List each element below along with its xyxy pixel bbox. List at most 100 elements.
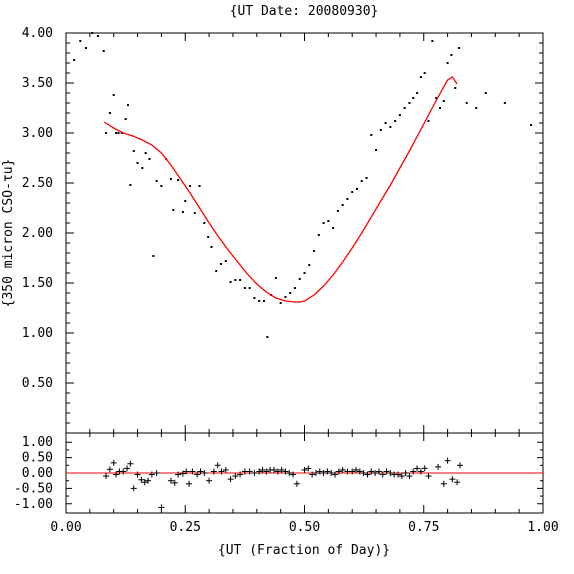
x-tick-label: 0.25 [170, 520, 201, 535]
residual-point [421, 465, 428, 472]
data-point [234, 279, 237, 281]
data-point [475, 107, 478, 109]
residual-point [349, 468, 356, 475]
y-tick-label: 0.50 [22, 451, 53, 466]
residual-point [402, 470, 409, 476]
residual-point [278, 466, 285, 473]
data-point [124, 118, 127, 120]
residual-point [356, 468, 363, 475]
residual-point [383, 468, 390, 475]
residual-point [440, 480, 447, 487]
data-point [215, 270, 218, 272]
data-point [73, 59, 76, 61]
data-point [503, 102, 506, 104]
data-point [298, 278, 301, 280]
residual-point [274, 468, 281, 475]
data-point [108, 112, 111, 114]
residual-point [171, 479, 178, 486]
data-point [243, 287, 246, 289]
data-point [258, 300, 261, 302]
data-point [102, 50, 105, 52]
data-point [177, 179, 180, 181]
data-point [431, 40, 434, 42]
y-axis-label: {350 micron CSO-τu} [1, 159, 16, 308]
data-point [351, 191, 354, 193]
data-point [160, 185, 163, 187]
data-point [370, 134, 373, 136]
residual-point [256, 468, 263, 475]
residual-point [286, 470, 293, 476]
data-point [220, 263, 223, 265]
data-point [132, 150, 135, 152]
data-point [427, 120, 430, 122]
x-tick-label: 1.00 [527, 520, 558, 535]
y-tick-label: 0.00 [22, 466, 53, 481]
data-point [458, 47, 461, 49]
data-point [127, 104, 130, 106]
data-point [155, 180, 158, 182]
data-point [248, 287, 251, 289]
residual-point [113, 471, 120, 478]
residual-point [394, 471, 401, 478]
data-point [375, 149, 378, 151]
residual-point [134, 471, 141, 478]
residual-point [457, 462, 464, 469]
residual-point [335, 468, 342, 475]
data-point [346, 198, 349, 200]
residual-point [179, 470, 186, 477]
data-point [198, 185, 201, 187]
residual-point [328, 470, 335, 476]
residual-point [332, 471, 339, 478]
residual-point [175, 471, 182, 478]
residual-point [364, 471, 371, 478]
residual-point [218, 468, 225, 475]
residual-point [158, 504, 165, 511]
residual-point [194, 471, 201, 478]
residual-plot-panel: 0.00 0.25 0.50 0.75 1.00-1.00-0.500.000.501.… [14, 33, 559, 535]
residual-point [222, 466, 229, 473]
residual-point [372, 470, 379, 476]
residual-point [454, 479, 461, 486]
data-point [239, 279, 242, 281]
data-point [435, 97, 438, 99]
residual-point [153, 470, 160, 476]
data-point [279, 302, 282, 304]
data-point [117, 132, 120, 134]
main-plot-frame [65, 32, 544, 434]
residual-point [206, 477, 213, 484]
residual-point [186, 480, 193, 487]
data-point [530, 124, 533, 126]
data-point [91, 32, 94, 34]
y-tick-label: -0.50 [14, 481, 53, 496]
residual-point [214, 462, 221, 469]
residual-point [316, 468, 323, 475]
residual-point [417, 468, 424, 475]
data-point [454, 87, 457, 89]
residual-point [414, 465, 421, 472]
residual-point [183, 468, 190, 475]
data-point [136, 162, 139, 164]
main-plot-panel: 0.501.001.502.002.503.003.504.00 [22, 26, 544, 513]
data-point [341, 204, 344, 206]
residual-point [232, 473, 239, 480]
data-point [308, 264, 311, 266]
data-point [327, 220, 330, 222]
data-point [85, 47, 88, 49]
data-point [442, 100, 445, 102]
data-point [152, 255, 155, 257]
residual-point [148, 471, 155, 478]
residual-point [189, 468, 196, 475]
residual-point [210, 468, 217, 475]
y-tick-label: 4.00 [22, 26, 53, 41]
data-point [379, 129, 382, 131]
residual-point [425, 473, 432, 480]
y-tick-label: -1.00 [14, 497, 53, 512]
x-axis-label: {UT (Fraction of Day)} [218, 543, 390, 558]
residual-point [449, 476, 456, 483]
data-point [384, 122, 387, 124]
data-point [317, 234, 320, 236]
data-point [419, 76, 422, 78]
y-tick-label: 1.00 [22, 326, 53, 341]
data-point [112, 94, 115, 96]
residual-point [141, 479, 148, 486]
